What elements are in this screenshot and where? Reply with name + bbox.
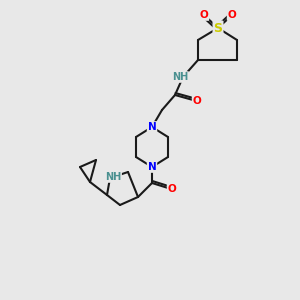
Text: O: O (228, 10, 236, 20)
Text: O: O (200, 10, 208, 20)
Text: NH: NH (105, 172, 121, 182)
Text: S: S (214, 22, 223, 34)
Text: NH: NH (172, 72, 188, 82)
Text: O: O (168, 184, 176, 194)
Text: O: O (193, 96, 201, 106)
Text: N: N (148, 162, 156, 172)
Text: N: N (148, 122, 156, 132)
